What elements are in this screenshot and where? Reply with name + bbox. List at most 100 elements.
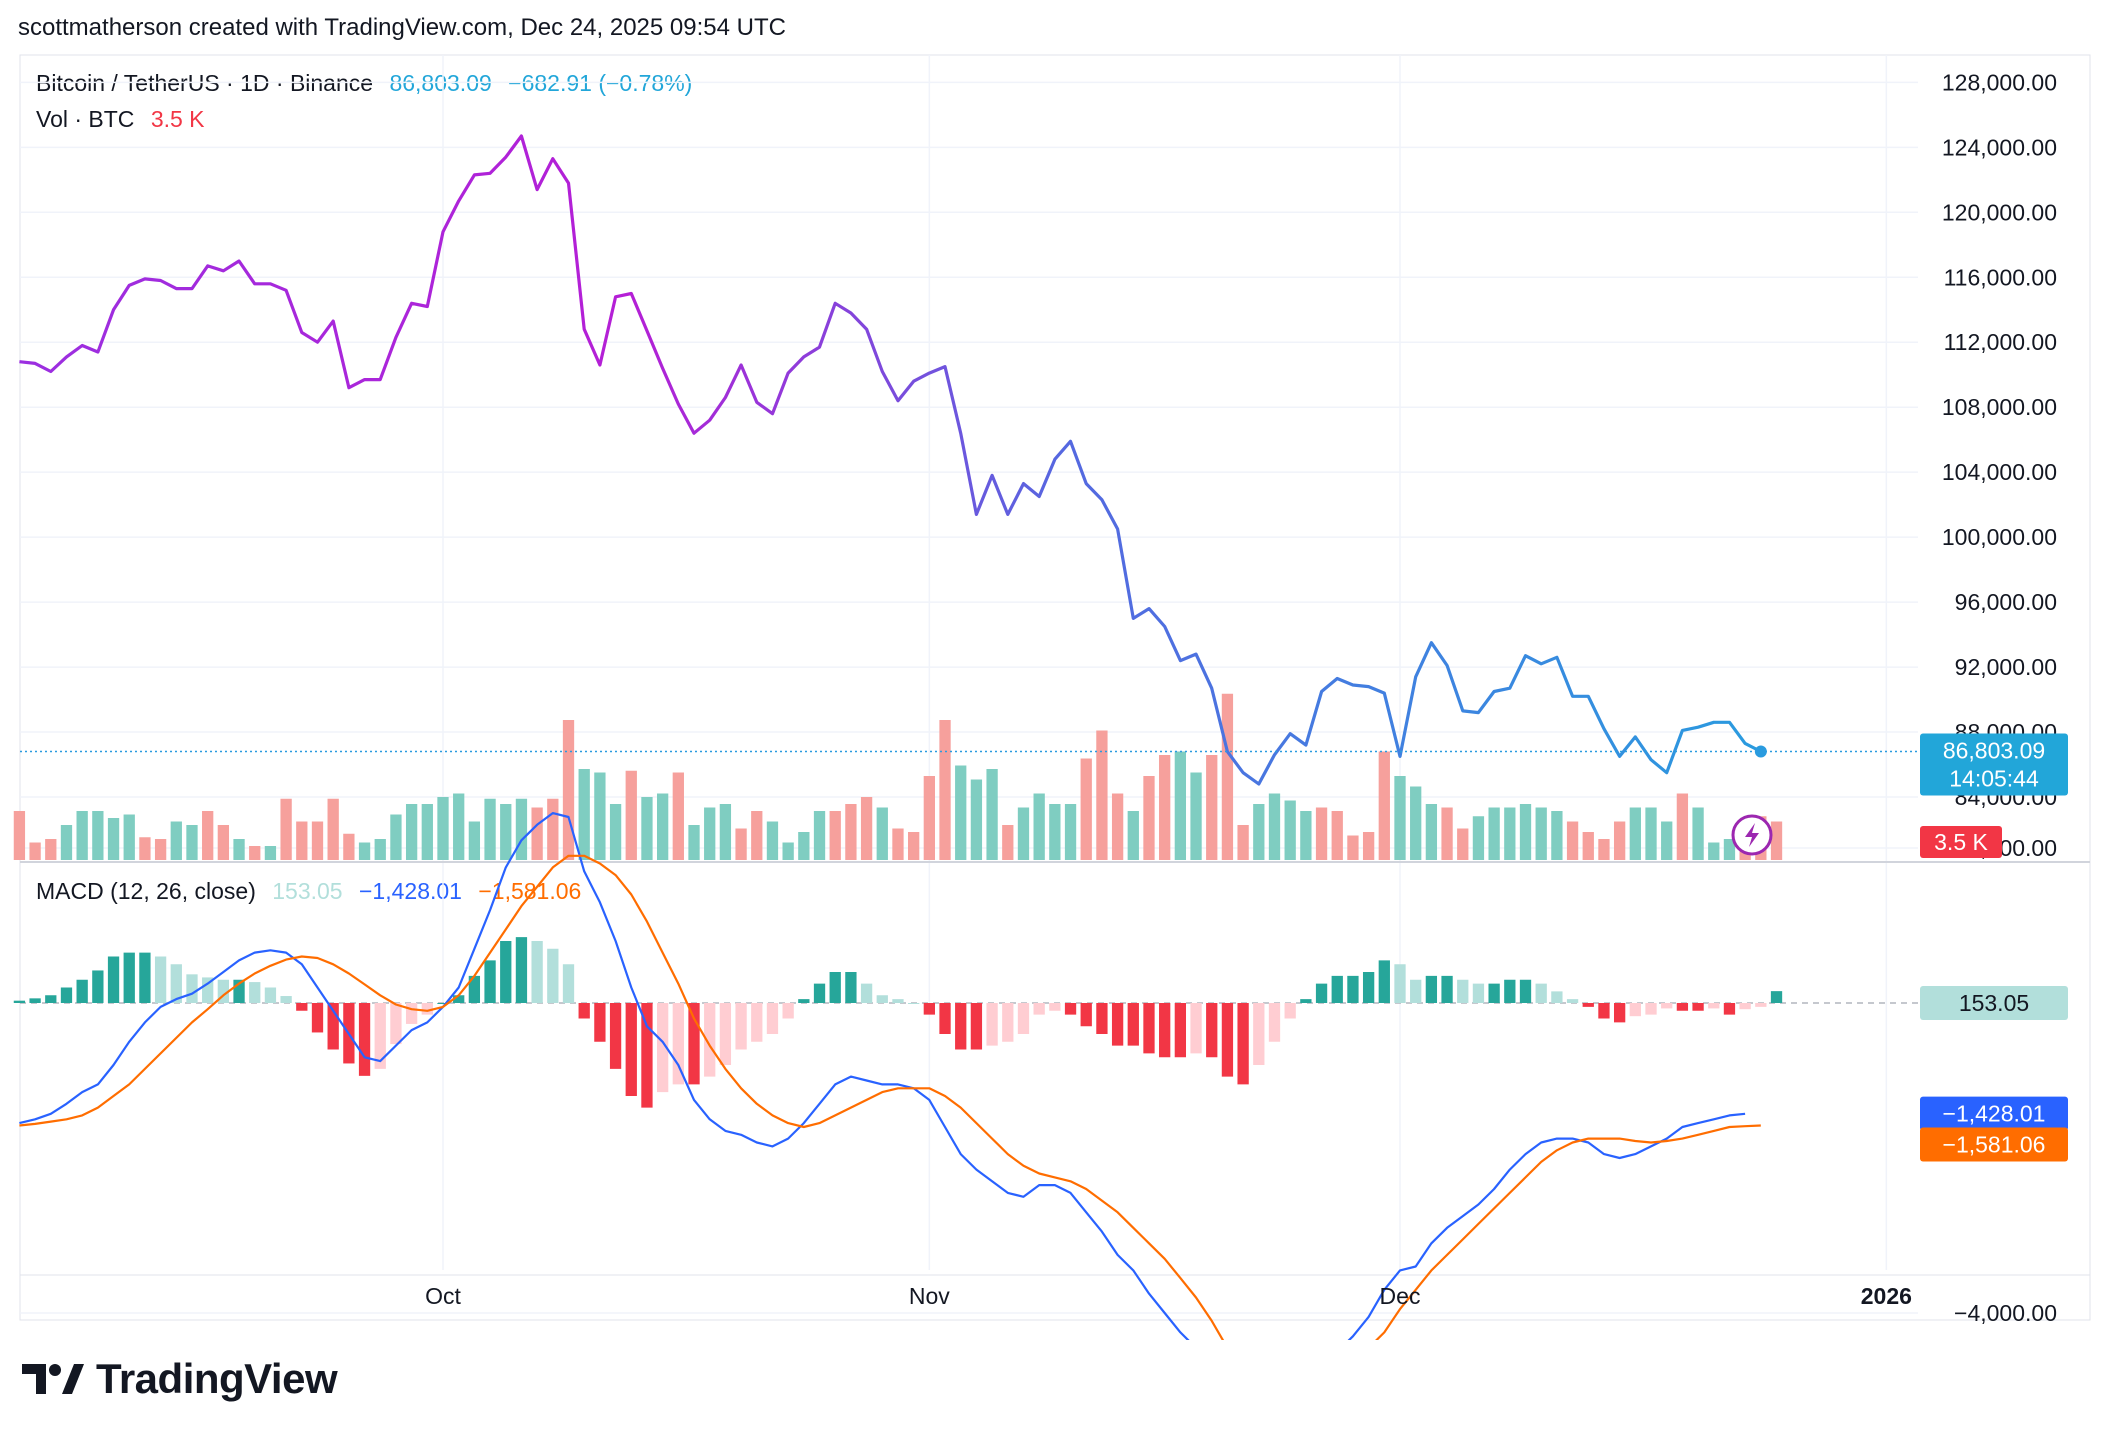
volume-bar [1300, 811, 1312, 860]
price-line-path [19, 134, 1762, 786]
volume-bar [170, 821, 182, 860]
macd-histogram-bar [1457, 979, 1469, 1003]
macd-histogram-bar [704, 1003, 716, 1077]
macd-histogram-bar [1582, 1003, 1594, 1007]
macd-legend: MACD (12, 26, close) 153.05 −1,428.01 −1… [36, 878, 591, 905]
volume-bar [735, 828, 747, 860]
grid-lines [19, 54, 2091, 1321]
macd-histogram-bar [1613, 1003, 1626, 1023]
macd-histogram-bar [76, 979, 88, 1003]
macd-histogram-bar [311, 1003, 324, 1033]
macd-histogram-bar [625, 1003, 637, 1096]
macd-histogram-bar [1268, 1003, 1281, 1042]
macd-histogram-bar [500, 941, 512, 1003]
volume-bar [1613, 821, 1626, 860]
volume-bar [280, 798, 292, 860]
last-price-dot [1754, 745, 1767, 758]
macd-histogram-bar [955, 1003, 967, 1050]
macd-histogram-bar [29, 998, 41, 1003]
volume-bar [1692, 807, 1704, 860]
macd-histogram-bar [672, 1003, 684, 1085]
volume-bar [1598, 839, 1610, 860]
macd-histogram-bar [1708, 1003, 1720, 1009]
volume-bar [1472, 816, 1485, 860]
volume-bar [1519, 804, 1532, 860]
volume-label[interactable]: Vol · BTC [36, 106, 135, 132]
macd-histogram-bar [170, 964, 182, 1003]
macd-histogram-bar [421, 1003, 433, 1015]
volume-bar [751, 811, 763, 860]
macd-histogram-bar [892, 999, 904, 1003]
tradingview-logo[interactable]: TradingView [22, 1355, 338, 1403]
volume-bar [1315, 807, 1328, 860]
macd-histogram-bar [1315, 983, 1328, 1003]
macd-histogram-bar [123, 952, 135, 1003]
macd-line-badge-text: −1,428.01 [1943, 1101, 2046, 1127]
chart-attribution: scottmatherson created with TradingView.… [18, 14, 786, 41]
macd-histogram-bar [1221, 1003, 1234, 1077]
volume-bar [13, 811, 26, 860]
macd-histogram-bar [1300, 999, 1312, 1003]
volume-bar [1002, 825, 1014, 860]
volume-bar [1253, 804, 1265, 860]
macd-histogram-bar [1692, 1003, 1704, 1011]
macd-histogram-bar [876, 995, 888, 1003]
macd-histogram-bar [641, 1003, 653, 1108]
macd-histogram-bar [1080, 1003, 1092, 1027]
volume-bar [782, 842, 794, 860]
volume-bar [358, 842, 371, 860]
macd-histogram-bar [970, 1003, 983, 1050]
macd-histogram-bar [798, 999, 810, 1003]
volume-bar [421, 804, 433, 860]
volume-bar [29, 842, 41, 860]
macd-histogram-bar [751, 1003, 763, 1042]
volume-bar [955, 765, 967, 860]
volume-bar [390, 814, 402, 860]
macd-lines [19, 812, 1761, 1340]
macd-histogram-bar [1739, 1003, 1751, 1010]
macd-label[interactable]: MACD (12, 26, close) [36, 878, 256, 904]
macd-line-value: −1,428.01 [359, 878, 462, 904]
macd-histogram-bar [264, 987, 277, 1003]
volume-bar [970, 779, 983, 860]
volume-bar [798, 832, 810, 860]
volume-bar [1645, 807, 1657, 860]
volume-bar [892, 828, 904, 860]
macd-hist-badge-text: 153.05 [1959, 990, 2029, 1016]
volume-bar [139, 837, 151, 860]
macd-histogram-bar [1237, 1003, 1249, 1085]
macd-histogram-bar [1770, 991, 1783, 1003]
volume-bar [939, 720, 951, 860]
volume-bar [578, 769, 590, 860]
volume-bar [374, 839, 386, 860]
macd-histogram-bar [562, 964, 575, 1003]
volume-bar [1566, 821, 1579, 860]
price-axis-label: 128,000.00 [1942, 69, 2057, 95]
macd-histogram-bar [280, 996, 292, 1003]
chart-canvas[interactable]: 84,000.0088,000.0092,000.0096,000.00100,… [0, 0, 2108, 1340]
price-axis-label: 120,000.00 [1942, 199, 2057, 225]
volume-bar [1064, 804, 1077, 860]
volume-bar [1206, 755, 1218, 860]
macd-histogram-bar [939, 1003, 951, 1034]
macd-histogram-bar [453, 995, 465, 1003]
volume-bar [296, 821, 308, 860]
last-price-badge [1920, 733, 2068, 796]
macd-histogram-bar [484, 960, 496, 1003]
volume-bar [1362, 832, 1375, 860]
price-axis-label: 92,000.00 [1955, 654, 2057, 680]
volume-bar [1708, 842, 1720, 860]
volume-bar [1504, 807, 1516, 860]
volume-bar [1033, 793, 1045, 860]
macd-histogram-bar [1174, 1003, 1187, 1058]
macd-histogram-bar [1284, 1003, 1296, 1019]
macd-histogram-bar [782, 1003, 794, 1019]
signal-line-path [19, 854, 1761, 1340]
volume-bar [845, 804, 857, 860]
price-line [19, 134, 1918, 856]
volume-legend: Vol · BTC 3.5 K [36, 106, 215, 133]
macd-axis-label: −4,000.00 [1954, 1300, 2057, 1326]
volume-bar [468, 821, 481, 860]
volume-bar [719, 804, 732, 860]
